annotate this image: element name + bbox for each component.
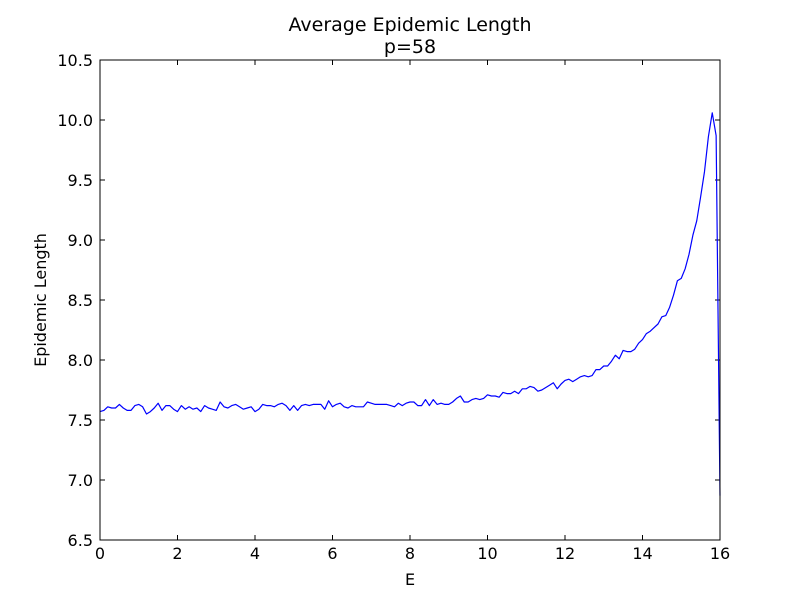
y-tick-label: 10.5 [57,51,93,70]
x-tick-label: 8 [405,544,415,563]
plot-area [100,60,720,540]
chart-subtitle: p=58 [384,36,436,58]
y-tick-label: 8.0 [68,351,93,370]
x-axis-label: E [405,570,415,589]
y-axis-label: Epidemic Length [31,233,50,367]
y-tick-label: 10.0 [57,111,93,130]
y-tick-label: 9.0 [68,231,93,250]
axis-tick-labels: 0 2 4 6 8 10 12 14 16 6.5 7.0 7.5 8.0 8.5 9.0 9.5 10.0 10… [57,51,730,563]
series-line [99,112,721,496]
y-tick-label: 7.0 [68,471,93,490]
y-tick-label: 8.5 [68,291,93,310]
x-tick-label: 6 [327,544,337,563]
x-tick-label: 12 [555,544,575,563]
y-tick-label: 6.5 [68,531,93,550]
x-tick-label: 14 [632,544,652,563]
y-tick-label: 9.5 [68,171,93,190]
x-tick-label: 10 [477,544,497,563]
y-tick-label: 7.5 [68,411,93,430]
chart-title: Average Epidemic Length [289,14,532,36]
plot-frame [99,59,721,541]
x-tick-label: 0 [95,544,105,563]
x-tick-label: 16 [710,544,730,563]
x-tick-label: 2 [172,544,182,563]
x-tick-label: 4 [250,544,260,563]
